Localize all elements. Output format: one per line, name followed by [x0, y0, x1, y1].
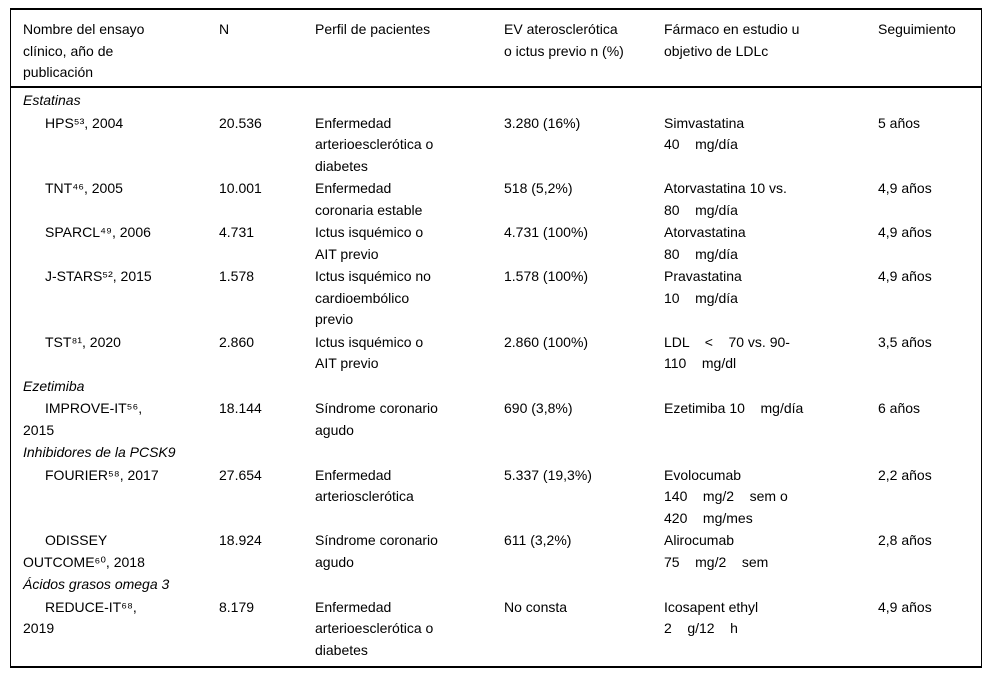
- header-followup: Seguimiento: [878, 21, 956, 37]
- drug-cell: Pravastatina 10 mg/día: [664, 268, 742, 306]
- ev-cell: 611 (3,2%): [504, 532, 572, 548]
- section-title-estatinas: Estatinas: [23, 92, 81, 108]
- trial-name-cell: TST⁸¹, 2020: [45, 333, 121, 350]
- patient-profile-cell: Ictus isquémico o AIT previo: [315, 224, 424, 262]
- drug-cell: LDL < 70 vs. 90- 110 mg/dl: [664, 333, 790, 372]
- header-drug: Fármaco en estudio u objetivo de LDLc: [664, 21, 800, 59]
- section-title-inhibidores-pcsk9: Inhibidores de la PCSK9: [23, 444, 176, 460]
- followup-cell: 4,9 años: [878, 598, 932, 615]
- table-header-row: Nombre del ensayo clínico, año de public…: [11, 10, 981, 88]
- n-cell: 8.179: [219, 598, 255, 615]
- trial-name-cell: SPARCL⁴⁹, 2006: [45, 224, 151, 240]
- patient-profile-cell: Ictus isquémico no cardioembólico previo: [315, 268, 431, 327]
- ev-cell: 3.280 (16%): [504, 114, 581, 131]
- trial-name-cell: TNT⁴⁶, 2005: [45, 180, 123, 196]
- followup-cell: 2,2 años: [878, 466, 932, 483]
- header-patient-profile: Perfil de pacientes: [315, 21, 431, 37]
- drug-cell: Simvastatina 40 mg/día: [664, 114, 745, 153]
- ev-cell: 2.860 (100%): [504, 333, 589, 350]
- n-cell: 18.144: [219, 400, 262, 416]
- header-ev-previous: EV aterosclerótica o ictus previo n (%): [504, 21, 624, 59]
- patient-profile-cell: Enfermedad coronaria estable: [315, 180, 423, 218]
- trial-name-cell: REDUCE-IT⁶⁸, 2019: [23, 598, 137, 637]
- drug-cell: Evolocumab 140 mg/2 sem o 420 mg/mes: [664, 466, 788, 526]
- table-body: Estatinas HPS⁵³, 2004 20.536 Enfermedad …: [11, 88, 981, 661]
- trial-name-cell: ODISSEY OUTCOME⁶⁰, 2018: [23, 532, 145, 570]
- followup-cell: 4,9 años: [878, 224, 932, 240]
- n-cell: 4.731: [219, 224, 255, 240]
- ev-cell: 5.337 (19,3%): [504, 466, 592, 483]
- followup-cell: 4,9 años: [878, 268, 932, 284]
- drug-cell: Alirocumab 75 mg/2 sem: [664, 532, 769, 570]
- trial-name-cell: IMPROVE-IT⁵⁶, 2015: [23, 400, 143, 438]
- patient-profile-cell: Enfermedad arterioesclerótica o diabetes: [315, 598, 434, 658]
- trial-name-cell: FOURIER⁵⁸, 2017: [45, 466, 159, 483]
- n-cell: 10.001: [219, 180, 262, 196]
- drug-cell: Icosapent ethyl 2 g/12 h: [664, 598, 759, 637]
- clinical-trials-table: Nombre del ensayo clínico, año de public…: [10, 8, 982, 668]
- followup-cell: 4,9 años: [878, 180, 932, 196]
- followup-cell: 2,8 años: [878, 532, 932, 548]
- header-n: N: [219, 21, 230, 37]
- patient-profile-cell: Ictus isquémico o AIT previo: [315, 333, 424, 372]
- patient-profile-cell: Enfermedad arteriosclerótica: [315, 466, 414, 505]
- patient-profile-cell: Síndrome coronario agudo: [315, 532, 438, 570]
- header-trial-name: Nombre del ensayo clínico, año de public…: [23, 21, 145, 80]
- patient-profile-cell: Enfermedad arterioesclerótica o diabetes: [315, 114, 434, 174]
- drug-cell: Ezetimiba 10 mg/día: [664, 400, 804, 416]
- followup-cell: 5 años: [878, 114, 921, 131]
- trial-name-cell: J-STARS⁵², 2015: [45, 268, 152, 284]
- ev-cell: 4.731 (100%): [504, 224, 589, 240]
- ev-cell: 1.578 (100%): [504, 268, 589, 284]
- drug-cell: Atorvastatina 80 mg/día: [664, 224, 746, 262]
- n-cell: 20.536: [219, 114, 262, 131]
- n-cell: 18.924: [219, 532, 262, 548]
- n-cell: 27.654: [219, 466, 262, 483]
- patient-profile-cell: Síndrome coronario agudo: [315, 400, 438, 438]
- ev-cell: No consta: [504, 598, 568, 615]
- followup-cell: 6 años: [878, 400, 921, 416]
- followup-cell: 3,5 años: [878, 333, 932, 350]
- ev-cell: 518 (5,2%): [504, 180, 573, 196]
- n-cell: 2.860: [219, 333, 255, 350]
- trial-name-cell: HPS⁵³, 2004: [45, 114, 124, 131]
- drug-cell: Atorvastatina 10 vs. 80 mg/día: [664, 180, 787, 218]
- ev-cell: 690 (3,8%): [504, 400, 573, 416]
- section-title-ezetimiba: Ezetimiba: [23, 377, 85, 394]
- n-cell: 1.578: [219, 268, 255, 284]
- section-title-omega-3: Ácidos grasos omega 3: [23, 576, 170, 592]
